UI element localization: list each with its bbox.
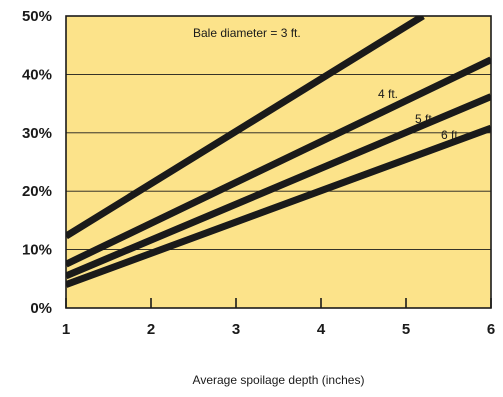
x-tick-label-3: 3	[232, 321, 240, 338]
x-tick-label-2: 2	[147, 321, 155, 338]
x-axis-label: Average spoilage depth (inches)	[193, 373, 365, 387]
y-tick-label-40: 40%	[22, 66, 52, 83]
y-tick-label-20: 20%	[22, 183, 52, 200]
series-label-3: 6 ft.	[441, 128, 461, 142]
y-tick-label-10: 10%	[22, 242, 52, 259]
x-tick-labels: 1 2 3 4 5 6	[62, 321, 495, 338]
x-tick-marks	[65, 298, 492, 308]
y-tick-labels: 0% 10% 20% 30% 40% 50%	[22, 8, 52, 317]
series-line-0	[66, 16, 425, 240]
series-lines	[66, 16, 491, 288]
x-tick-label-5: 5	[402, 321, 410, 338]
series-line-2	[66, 93, 491, 280]
series-label-2: 5 ft.	[415, 112, 435, 126]
series-label-1: 4 ft.	[378, 87, 398, 101]
x-tick-label-6: 6	[487, 321, 495, 338]
series-annotations: Bale diameter = 3 ft. 4 ft. 5 ft. 6 ft.	[193, 26, 461, 142]
y-tick-label-50: 50%	[22, 8, 52, 25]
series-label-0: Bale diameter = 3 ft.	[193, 26, 301, 40]
y-tick-label-0: 0%	[30, 300, 52, 317]
series-line-3	[66, 124, 491, 288]
x-tick-label-4: 4	[317, 321, 326, 338]
y-tick-label-30: 30%	[22, 125, 52, 142]
x-tick-label-1: 1	[62, 321, 70, 338]
series-line-1	[66, 56, 491, 268]
plot-frame	[65, 15, 492, 309]
